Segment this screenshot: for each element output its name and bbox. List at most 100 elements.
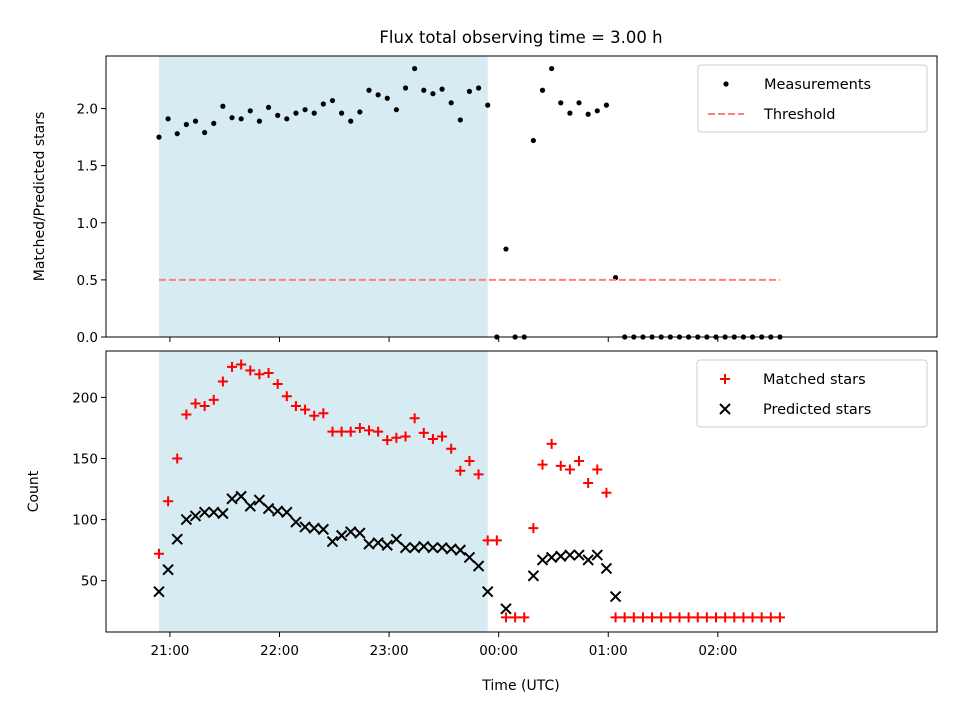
predicted-stars-point — [354, 527, 366, 539]
count-y-tick-label: 200 — [72, 390, 98, 406]
predicted-stars-point — [363, 538, 375, 550]
measurement-point — [238, 116, 244, 122]
predicted-stars-point — [555, 550, 567, 562]
predicted-stars-point — [390, 533, 403, 545]
predicted-stars-point — [445, 543, 457, 555]
measurement-point — [430, 91, 436, 97]
matched-stars-point — [692, 612, 703, 623]
predicted-stars-point — [408, 541, 421, 554]
matched-stars-point — [309, 410, 320, 421]
measurement-point — [457, 117, 463, 123]
measurement-point — [156, 134, 162, 140]
predicted-stars-point — [600, 562, 613, 575]
matched-stars-point — [610, 612, 621, 623]
measurement-point — [339, 110, 345, 116]
predicted-stars-point — [381, 539, 393, 551]
legend-label: Predicted stars — [763, 402, 871, 418]
measurement-point — [539, 87, 546, 93]
matched-stars-point — [747, 612, 758, 623]
predicted-stars-point — [299, 521, 311, 533]
matched-stars-point — [181, 409, 192, 420]
matched-stars-point — [245, 365, 256, 376]
predicted-stars-point — [153, 585, 165, 598]
measurement-point — [503, 246, 509, 252]
matched-stars-point — [290, 400, 301, 411]
matched-stars-point — [647, 612, 658, 623]
matched-stars-point — [455, 465, 466, 476]
matched-stars-point — [336, 426, 347, 437]
measurement-point — [485, 102, 491, 108]
matched-stars-point — [601, 487, 612, 498]
ratio-y-tick-label: 1.5 — [77, 159, 98, 175]
matched-stars-point — [190, 398, 201, 409]
predicted-stars-point — [454, 544, 467, 556]
measurement-point — [402, 85, 409, 91]
measurement-point — [576, 100, 582, 106]
measurement-point — [567, 110, 573, 116]
matched-stars-point — [756, 612, 767, 623]
matched-stars-point — [628, 612, 639, 623]
predicted-stars-point — [436, 541, 448, 554]
measurement-point — [585, 111, 591, 117]
matched-stars-point — [555, 460, 566, 471]
matched-stars-point — [418, 427, 429, 438]
matched-stars-point — [774, 612, 785, 623]
predicted-stars-point — [208, 506, 220, 518]
predicted-stars-point — [217, 507, 229, 520]
predicted-stars-point — [500, 603, 512, 615]
predicted-stars-point — [271, 505, 284, 517]
matched-stars-point — [537, 459, 548, 470]
count-y-tick-label: 150 — [72, 452, 98, 468]
measurement-point — [220, 103, 226, 109]
measurement-point — [466, 88, 473, 95]
matched-stars-point — [546, 438, 557, 449]
ratio-y-tick-label: 0.0 — [77, 330, 98, 346]
predicted-stars-point — [262, 502, 275, 515]
x-axis-label: Time (UTC) — [481, 678, 559, 694]
predicted-stars-point — [609, 590, 622, 603]
matched-stars-point — [354, 422, 365, 433]
count-legend: Matched stars Predicted stars — [696, 359, 928, 428]
predicted-stars-point — [582, 554, 594, 566]
matched-stars-point — [217, 376, 228, 387]
predicted-stars-point — [527, 570, 540, 582]
matched-stars-point — [345, 426, 356, 437]
predicted-stars-point — [326, 535, 339, 548]
matched-stars-point — [318, 408, 329, 419]
measurement-point — [375, 92, 381, 98]
measurement-point — [311, 110, 317, 116]
matched-stars-point — [564, 464, 575, 475]
predicted-stars-point — [180, 513, 193, 526]
measurement-point — [256, 118, 263, 124]
measurement-point — [475, 85, 482, 91]
predicted-stars-point — [253, 494, 266, 506]
ratio-y-tick-label: 2.0 — [77, 102, 98, 118]
count-shaded-span — [158, 351, 488, 632]
predicted-stars-point — [281, 506, 293, 518]
matched-stars-point — [729, 612, 740, 623]
measurement-point — [384, 95, 390, 101]
ratio-y-tick-label: 1.0 — [77, 216, 98, 232]
measurement-point — [329, 97, 336, 104]
measurement-point — [284, 116, 290, 122]
predicted-stars-point — [418, 540, 430, 553]
measurement-point — [275, 112, 281, 118]
measurement-point — [174, 131, 180, 137]
matched-stars-point — [738, 612, 749, 623]
matched-stars-point — [437, 431, 448, 442]
legend-label: Matched stars — [763, 372, 866, 388]
predicted-stars-point — [472, 560, 485, 572]
matched-stars-point — [473, 469, 484, 480]
matched-stars-point — [519, 612, 530, 623]
predicted-stars-point — [591, 549, 604, 561]
matched-stars-point — [409, 413, 420, 424]
matched-stars-point — [701, 612, 712, 623]
measurement-point — [530, 137, 536, 144]
matched-stars-point — [327, 426, 338, 437]
predicted-stars-point — [226, 493, 238, 505]
matched-stars-point — [163, 496, 174, 507]
predicted-stars-point — [189, 510, 202, 522]
matched-stars-point — [236, 359, 247, 370]
matched-stars-point — [500, 612, 511, 623]
